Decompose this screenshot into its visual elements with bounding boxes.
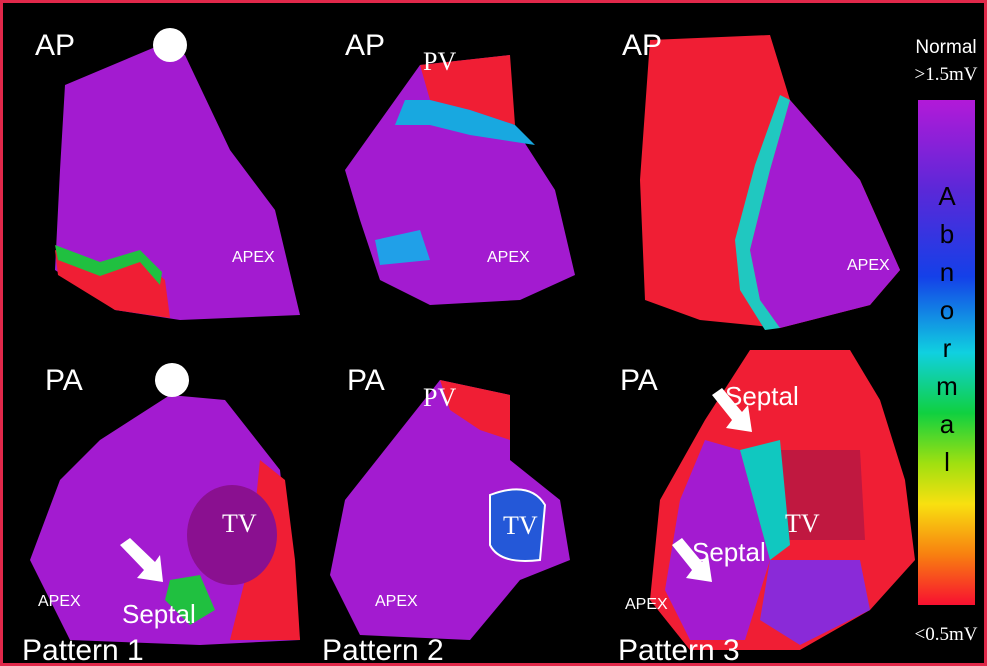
legend-bottom-value: <0.5mV — [915, 624, 978, 645]
tv-label: TV — [503, 511, 538, 540]
legend-top: Normal — [915, 37, 976, 58]
pattern-label: Pattern 3 — [618, 634, 740, 666]
septal-label: Septal — [725, 381, 799, 411]
apex-label: APEX — [847, 257, 890, 274]
apex-label: APEX — [375, 593, 418, 610]
view-label: PA — [45, 364, 83, 397]
view-label: PA — [620, 364, 658, 397]
apex-label: APEX — [232, 249, 275, 266]
tv-label: TV — [222, 509, 257, 538]
catheter — [153, 28, 187, 62]
pv-label: PV — [423, 383, 456, 412]
catheter — [155, 363, 189, 397]
apex-label: APEX — [625, 596, 668, 613]
tv-label: TV — [785, 509, 820, 538]
legend-letter: l — [944, 447, 950, 477]
apex-label: APEX — [38, 593, 81, 610]
septal-label: Septal — [122, 599, 196, 629]
legend-letter: n — [940, 257, 954, 287]
legend-letter: b — [940, 219, 954, 249]
pattern-label: Pattern 1 — [22, 634, 144, 666]
view-label: AP — [345, 29, 385, 62]
septal-label: Septal — [692, 537, 766, 567]
pv-label: PV — [423, 47, 456, 76]
view-label: AP — [35, 29, 75, 62]
legend-letter: o — [940, 295, 954, 325]
legend-letter: A — [938, 181, 956, 211]
legend-letter: r — [943, 333, 952, 363]
legend-letter: a — [940, 409, 955, 439]
view-label: PA — [347, 364, 385, 397]
apex-label: APEX — [487, 249, 530, 266]
pattern-label: Pattern 2 — [322, 634, 444, 666]
figure: AP AP AP PA PA PA APEX APEX APEX APEX AP… — [0, 0, 987, 666]
legend-letter: m — [936, 371, 958, 401]
view-label: AP — [622, 29, 662, 62]
legend-top-value: >1.5mV — [915, 64, 978, 85]
